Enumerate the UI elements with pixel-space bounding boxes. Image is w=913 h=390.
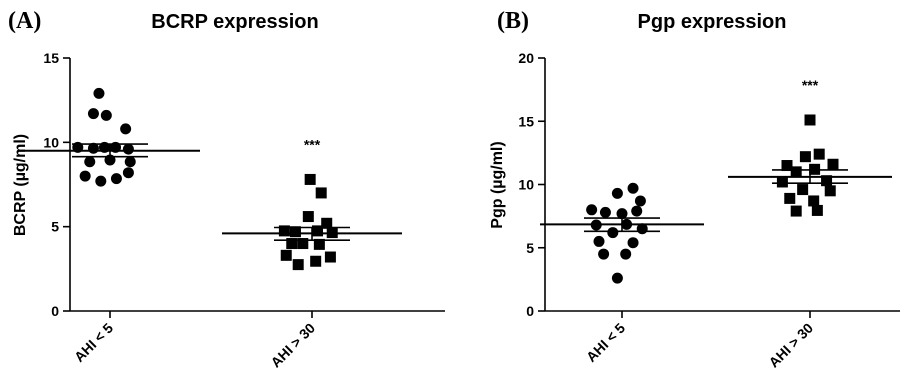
- data-point-circle: [599, 206, 611, 218]
- y-tick-label: 0: [51, 303, 59, 319]
- data-point-square: [824, 185, 836, 197]
- significance-label: ***: [304, 136, 321, 152]
- data-point-square: [324, 251, 336, 263]
- data-point-square: [811, 204, 823, 216]
- x-category-label: AHI < 5: [71, 320, 116, 365]
- y-tick-label: 20: [518, 50, 534, 66]
- data-point-square: [821, 175, 833, 187]
- data-point-circle: [120, 123, 132, 135]
- panel-letter-b: (B): [497, 8, 529, 34]
- panel-b: (B) Pgp expression Pgp (µg/ml) 0 5 10 15 20 A…: [489, 8, 900, 370]
- data-point-circle: [87, 108, 99, 120]
- data-point-square: [784, 192, 796, 204]
- data-point-square: [289, 226, 301, 238]
- data-point-square: [790, 166, 802, 178]
- chart-title-b: Pgp expression: [638, 11, 787, 33]
- y-tick-label: 15: [43, 50, 59, 66]
- data-point-circle: [631, 205, 643, 217]
- data-point-square: [813, 148, 825, 160]
- data-point-square: [799, 151, 811, 163]
- data-point-circle: [620, 248, 632, 260]
- data-point-circle: [124, 156, 136, 168]
- data-point-square: [321, 217, 333, 229]
- data-point-square: [790, 205, 802, 217]
- data-point-circle: [607, 227, 619, 239]
- data-point-square: [304, 173, 316, 185]
- data-point-square: [302, 211, 314, 223]
- chart-title-a: BCRP expression: [151, 11, 318, 33]
- data-point-square: [310, 255, 322, 267]
- data-point-circle: [598, 248, 610, 260]
- data-point-square: [827, 158, 839, 170]
- panel-a: (A) BCRP expression BCRP (µg/ml) 0 5 10 15 A…: [8, 8, 445, 370]
- data-point-circle: [100, 109, 112, 121]
- data-point-circle: [93, 87, 105, 99]
- x-category-label: AHI > 30: [765, 320, 816, 371]
- y-tick-label: 10: [43, 134, 59, 150]
- data-point-square: [315, 187, 327, 199]
- data-point-circle: [79, 170, 91, 182]
- data-point-square: [776, 176, 788, 188]
- x-category-label: AHI < 5: [583, 320, 628, 365]
- data-point-square: [313, 238, 325, 250]
- data-point-circle: [634, 195, 646, 207]
- data-point-circle: [611, 272, 623, 284]
- data-point-square: [278, 225, 290, 237]
- data-point-square: [797, 184, 809, 196]
- data-point-square: [286, 238, 298, 250]
- data-point-circle: [586, 204, 598, 216]
- data-point-circle: [122, 143, 134, 155]
- data-point-circle: [110, 173, 122, 185]
- data-point-circle: [627, 237, 639, 249]
- x-category-label: AHI > 30: [267, 320, 318, 371]
- data-point-circle: [611, 187, 623, 199]
- data-point-circle: [627, 182, 639, 194]
- data-point-square: [292, 259, 304, 271]
- data-point-square: [280, 249, 292, 261]
- data-point-circle: [122, 167, 134, 179]
- data-point-square: [297, 238, 309, 250]
- y-axis-label-a: BCRP (µg/ml): [12, 134, 29, 236]
- y-tick-label: 5: [526, 240, 534, 256]
- data-point-circle: [84, 156, 96, 168]
- y-tick-label: 0: [526, 303, 534, 319]
- data-point-square: [804, 114, 816, 126]
- data-point-square: [312, 225, 324, 237]
- data-point-square: [781, 160, 793, 172]
- panel-letter-a: (A): [8, 8, 41, 34]
- y-tick-label: 10: [518, 177, 534, 193]
- data-point-circle: [95, 175, 107, 187]
- data-point-circle: [616, 208, 628, 220]
- data-point-square: [808, 195, 820, 207]
- y-tick-label: 5: [51, 219, 59, 235]
- data-point-circle: [593, 235, 605, 247]
- y-axis-label-b: Pgp (µg/ml): [489, 141, 506, 228]
- y-tick-label: 15: [518, 113, 534, 129]
- significance-label: ***: [802, 77, 819, 93]
